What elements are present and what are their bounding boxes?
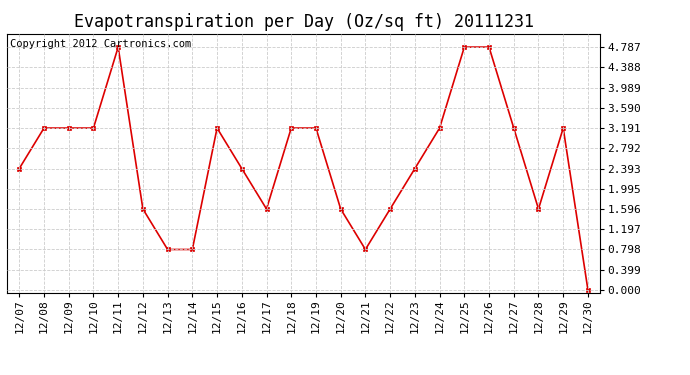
Text: Copyright 2012 Cartronics.com: Copyright 2012 Cartronics.com — [10, 39, 191, 49]
Title: Evapotranspiration per Day (Oz/sq ft) 20111231: Evapotranspiration per Day (Oz/sq ft) 20… — [74, 13, 533, 31]
